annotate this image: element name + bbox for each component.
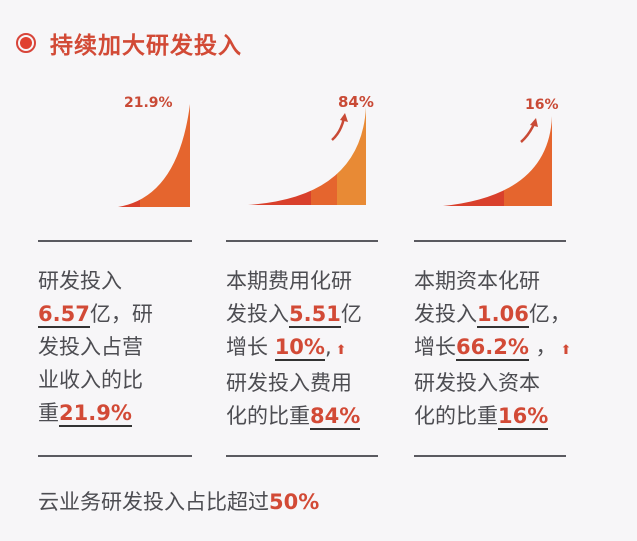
divider bbox=[226, 240, 378, 242]
description-line: 发投入占营 bbox=[38, 331, 153, 364]
description-line: 化的比重16% bbox=[414, 400, 571, 433]
text-segment: 增长 bbox=[226, 335, 275, 359]
growth-curve-chart: 21.9% bbox=[38, 80, 228, 240]
description-line: 研发投入 bbox=[38, 265, 153, 298]
highlight-value: 84% bbox=[310, 404, 361, 430]
description-line: 研发投入费用 bbox=[226, 367, 362, 400]
divider bbox=[226, 455, 378, 457]
divider bbox=[38, 240, 192, 242]
description-line: 本期费用化研 bbox=[226, 265, 362, 298]
chart-value-label: 84% bbox=[338, 93, 374, 111]
text-segment: 发投入占营 bbox=[38, 335, 143, 359]
description-expensed: 本期费用化研 发投入5.51亿 增长 10%, ⬆ 研发投入费用 化的比重84% bbox=[226, 265, 362, 433]
chart-value-label: 21.9% bbox=[124, 95, 173, 111]
divider bbox=[414, 240, 566, 242]
text-segment: 研发投入资本 bbox=[414, 371, 540, 395]
description-rd-ratio: 研发投入 6.57亿，研发投入占营业收入的比重21.9% bbox=[38, 265, 153, 430]
highlight-value: 5.51 bbox=[289, 302, 341, 328]
footer-text: 云业务研发投入占比超过 bbox=[38, 490, 269, 514]
up-arrow-icon: ⬆ bbox=[560, 343, 572, 358]
highlight-value: 21.9% bbox=[59, 401, 132, 427]
highlight-value: 16% bbox=[498, 404, 549, 430]
description-line: 重21.9% bbox=[38, 397, 153, 430]
description-capitalized: 本期资本化研 发投入1.06亿， 增长66.2% ， ⬆ 研发投入资本 化的比重16% bbox=[414, 265, 571, 433]
text-segment: 业收入的比 bbox=[38, 368, 143, 392]
description-line: 研发投入资本 bbox=[414, 367, 571, 400]
text-segment: 本期费用化研 bbox=[226, 269, 352, 293]
footer-note: 云业务研发投入占比超过50% bbox=[38, 486, 319, 516]
text-segment: 亿 bbox=[340, 302, 362, 326]
text-segment: 本期资本化研 bbox=[414, 269, 540, 293]
description-line: 增长 10%, ⬆ bbox=[226, 331, 362, 367]
description-line: 增长66.2% ， ⬆ bbox=[414, 331, 571, 367]
highlight-value: 6.57 bbox=[38, 302, 90, 328]
highlight-value: 1.06 bbox=[477, 302, 529, 328]
text-segment: 研发投入费用 bbox=[226, 371, 352, 395]
text-segment: 重 bbox=[38, 401, 59, 425]
text-segment: , bbox=[324, 335, 332, 359]
text-segment: 亿， bbox=[528, 302, 571, 326]
text-segment: 亿，研 bbox=[89, 302, 153, 326]
text-segment: ， bbox=[528, 335, 557, 359]
text-segment: 化的比重 bbox=[414, 404, 498, 428]
curve-chart-graphic bbox=[443, 116, 552, 206]
chart-column-rd-ratio: 21.9% bbox=[38, 80, 228, 242]
chart-column-capitalized: 16% bbox=[414, 80, 604, 242]
curve-chart-graphic bbox=[118, 104, 190, 207]
bullet-icon bbox=[16, 33, 36, 53]
curve-chart-graphic bbox=[248, 107, 366, 205]
chart-value-label: 16% bbox=[525, 97, 559, 113]
growth-curve-chart: 84% bbox=[226, 80, 416, 240]
highlight-value: 66.2% bbox=[456, 335, 529, 361]
section-title: 持续加大研发投入 bbox=[50, 33, 242, 59]
description-line: 6.57亿，研 bbox=[38, 298, 153, 331]
description-line: 发投入1.06亿， bbox=[414, 298, 571, 331]
divider bbox=[414, 455, 566, 457]
description-line: 化的比重84% bbox=[226, 400, 362, 433]
text-segment: 发投入 bbox=[226, 302, 289, 326]
up-arrow-icon: ⬆ bbox=[335, 343, 347, 358]
text-segment: 研发投入 bbox=[38, 269, 122, 293]
trend-arrow-icon bbox=[331, 117, 346, 141]
description-line: 业收入的比 bbox=[38, 364, 153, 397]
description-line: 发投入5.51亿 bbox=[226, 298, 362, 331]
highlight-value: 10% bbox=[274, 335, 325, 361]
text-segment: 增长 bbox=[414, 335, 456, 359]
chart-column-expensed: 84% bbox=[226, 80, 416, 242]
divider bbox=[38, 455, 192, 457]
section-header: 持续加大研发投入 bbox=[16, 26, 242, 60]
footer-value: 50% bbox=[269, 490, 320, 514]
text-segment: 发投入 bbox=[414, 302, 477, 326]
description-line: 本期资本化研 bbox=[414, 265, 571, 298]
trend-arrow-icon bbox=[520, 123, 536, 143]
growth-curve-chart: 16% bbox=[414, 80, 604, 240]
text-segment: 化的比重 bbox=[226, 404, 310, 428]
